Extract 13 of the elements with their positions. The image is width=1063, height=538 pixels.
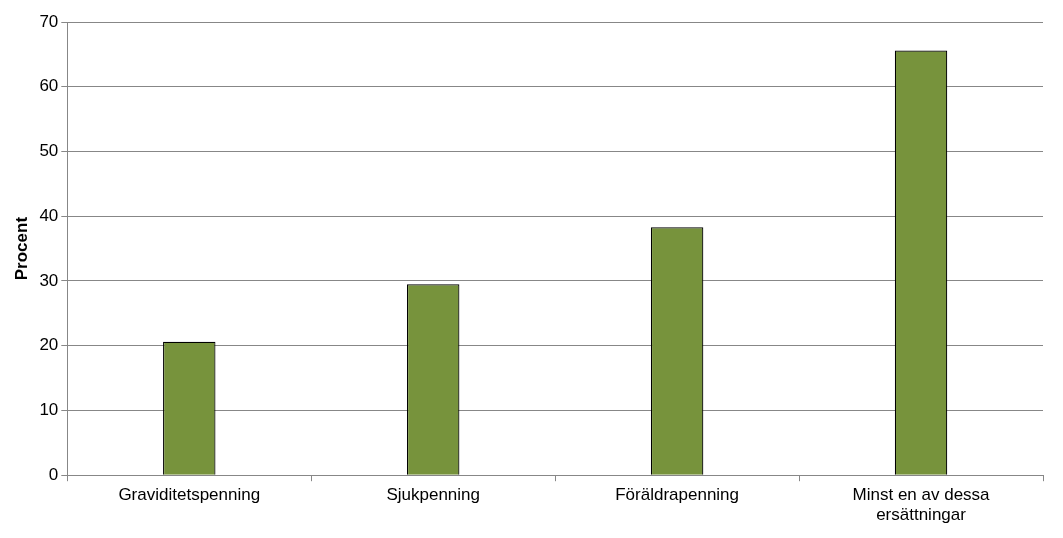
y-tick-label: 10 [39, 400, 59, 420]
x-tick-label: Sjukpenning [386, 485, 480, 505]
y-tick-label: 50 [39, 141, 59, 161]
y-tick-label: 70 [39, 11, 59, 31]
x-tick-label: Minst en av dessa ersättningar [852, 485, 991, 525]
x-tick-label: Graviditetspenning [118, 485, 261, 505]
y-tick-label: 0 [48, 464, 59, 484]
y-axis-title: Procent [11, 216, 31, 281]
y-tick-label: 40 [39, 205, 59, 225]
y-tick-label: 20 [39, 335, 59, 355]
x-tick-label: Föräldrapenning [615, 485, 740, 505]
y-tick-label: 30 [39, 270, 59, 290]
y-tick-label: 60 [39, 76, 59, 96]
